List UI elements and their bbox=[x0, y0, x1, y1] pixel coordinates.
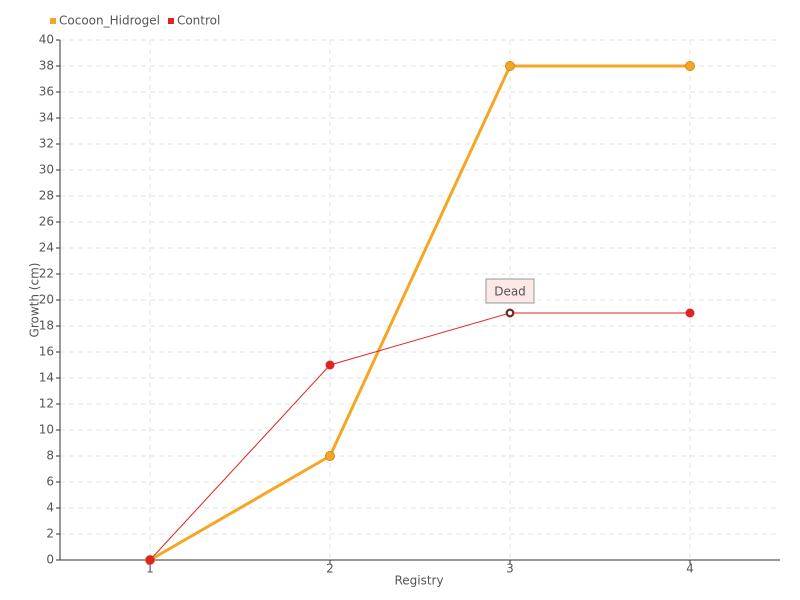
y-tick-label: 4 bbox=[46, 501, 54, 515]
x-tick-label: 2 bbox=[326, 562, 334, 576]
y-tick-label: 40 bbox=[39, 33, 54, 47]
y-tick-label: 28 bbox=[39, 189, 54, 203]
annotation-box bbox=[485, 278, 535, 304]
x-axis-label: Registry bbox=[394, 574, 443, 588]
y-tick-label: 14 bbox=[39, 371, 54, 385]
y-tick-label: 6 bbox=[46, 475, 54, 489]
data-point bbox=[505, 61, 515, 71]
legend-swatch bbox=[50, 18, 56, 24]
legend-label: Cocoon_Hidrogel bbox=[59, 14, 160, 28]
legend-swatch bbox=[167, 18, 174, 24]
y-tick-label: 10 bbox=[39, 423, 54, 437]
series-line bbox=[149, 64, 690, 562]
x-tick-label: 4 bbox=[686, 562, 694, 576]
annotation-text: Dead bbox=[494, 285, 526, 299]
y-tick-label: 8 bbox=[46, 449, 54, 463]
y-axis-label: Growth (cm) bbox=[28, 263, 42, 338]
y-tick-label: 34 bbox=[39, 111, 54, 125]
data-point bbox=[325, 451, 335, 461]
x-tick-label: 3 bbox=[506, 562, 514, 576]
annotation: Dead bbox=[485, 278, 535, 304]
data-point bbox=[325, 360, 335, 370]
y-tick-label: 26 bbox=[39, 215, 54, 229]
y-tick-label: 18 bbox=[39, 319, 54, 333]
x-tick-label: 1 bbox=[146, 562, 154, 576]
y-tick-label: 12 bbox=[39, 397, 54, 411]
y-tick-label: 16 bbox=[39, 345, 54, 359]
y-tick-label: 32 bbox=[39, 137, 54, 151]
legend-label: Control bbox=[177, 14, 220, 28]
y-tick-label: 38 bbox=[39, 59, 54, 73]
y-tick-label: 30 bbox=[39, 163, 54, 177]
y-tick-label: 20 bbox=[39, 293, 54, 307]
annotated-point bbox=[506, 309, 514, 317]
data-point bbox=[685, 61, 695, 71]
data-point bbox=[685, 308, 695, 318]
y-tick-label: 24 bbox=[39, 241, 54, 255]
data-point bbox=[145, 555, 155, 565]
y-tick-label: 36 bbox=[39, 85, 54, 99]
y-tick-label: 22 bbox=[39, 267, 54, 281]
series-line bbox=[149, 312, 690, 561]
y-tick-label: 2 bbox=[46, 527, 54, 541]
y-tick-label: 0 bbox=[46, 553, 54, 567]
